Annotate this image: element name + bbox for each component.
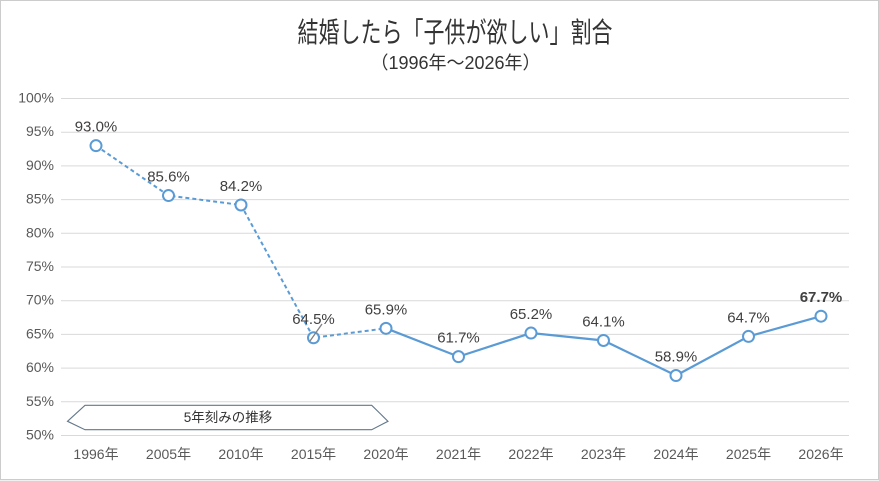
svg-text:2023年: 2023年 [581, 446, 626, 462]
svg-text:2025年: 2025年 [726, 446, 771, 462]
svg-text:100%: 100% [18, 90, 54, 106]
svg-text:70%: 70% [26, 292, 54, 308]
svg-text:2026年: 2026年 [798, 446, 843, 462]
svg-text:64.5%: 64.5% [292, 311, 335, 328]
svg-text:58.9%: 58.9% [655, 349, 698, 366]
svg-text:84.2%: 84.2% [220, 178, 263, 195]
svg-text:67.7%: 67.7% [800, 289, 843, 306]
svg-text:2015年: 2015年 [291, 446, 336, 462]
svg-text:64.7%: 64.7% [727, 309, 770, 326]
svg-text:85.6%: 85.6% [147, 169, 190, 186]
svg-text:85%: 85% [26, 191, 54, 207]
svg-text:90%: 90% [26, 157, 54, 173]
svg-text:80%: 80% [26, 224, 54, 240]
svg-text:2020年: 2020年 [363, 446, 408, 462]
svg-text:61.7%: 61.7% [437, 330, 480, 347]
svg-text:55%: 55% [26, 393, 54, 409]
svg-text:2005年: 2005年 [146, 446, 191, 462]
svg-text:50%: 50% [26, 427, 54, 443]
svg-text:2024年: 2024年 [653, 446, 698, 462]
svg-text:64.1%: 64.1% [582, 313, 625, 330]
svg-text:2021年: 2021年 [436, 446, 481, 462]
svg-text:75%: 75% [26, 258, 54, 274]
svg-text:95%: 95% [26, 123, 54, 139]
svg-text:65%: 65% [26, 325, 54, 341]
svg-text:1996年: 1996年 [73, 446, 118, 462]
svg-text:65.2%: 65.2% [510, 306, 553, 323]
svg-text:5年刻みの推移: 5年刻みの推移 [184, 410, 273, 425]
svg-text:2022年: 2022年 [508, 446, 553, 462]
svg-text:65.9%: 65.9% [365, 301, 408, 318]
svg-text:93.0%: 93.0% [75, 119, 118, 136]
svg-text:60%: 60% [26, 359, 54, 375]
svg-text:2010年: 2010年 [218, 446, 263, 462]
